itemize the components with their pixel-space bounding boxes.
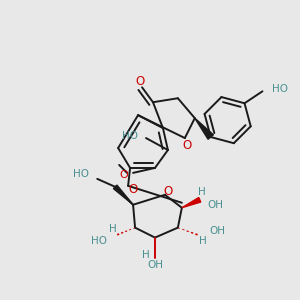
Text: O: O	[182, 139, 191, 152]
Text: OH: OH	[208, 200, 224, 210]
Text: O: O	[135, 75, 145, 88]
Polygon shape	[182, 197, 201, 208]
Text: OH: OH	[147, 260, 163, 271]
Text: O: O	[119, 170, 128, 180]
Text: H: H	[109, 224, 117, 234]
Text: O: O	[128, 183, 138, 196]
Text: H: H	[198, 187, 206, 197]
Polygon shape	[195, 118, 213, 139]
Text: HO: HO	[122, 131, 138, 141]
Text: H: H	[142, 250, 150, 260]
Text: HO: HO	[73, 169, 89, 179]
Text: OH: OH	[210, 226, 226, 236]
Text: HO: HO	[91, 236, 107, 246]
Polygon shape	[113, 185, 133, 205]
Text: HO: HO	[272, 84, 288, 94]
Text: O: O	[163, 185, 172, 198]
Text: H: H	[199, 236, 207, 246]
